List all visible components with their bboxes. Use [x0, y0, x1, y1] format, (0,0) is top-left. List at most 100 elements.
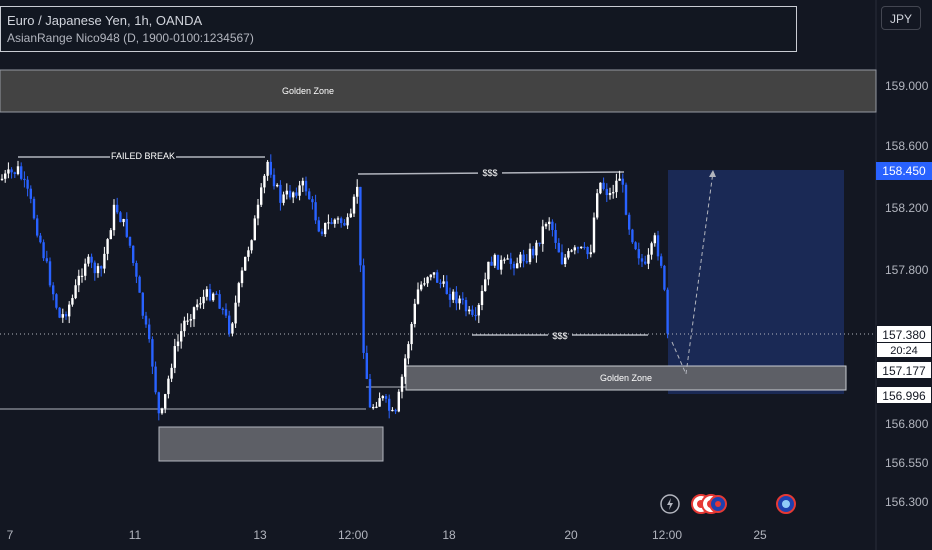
- candle-body: [544, 224, 548, 227]
- candle-body: [567, 251, 570, 258]
- time-tick-label: 12:00: [652, 528, 682, 542]
- price-tick-label: 158.200: [885, 201, 929, 215]
- candle-body: [263, 175, 266, 188]
- candle-body: [461, 298, 464, 301]
- candle-body: [324, 222, 327, 235]
- price-tick-label: 157.800: [885, 263, 929, 277]
- candle-body: [74, 285, 77, 299]
- candle-body: [32, 198, 36, 219]
- candle-body: [253, 218, 256, 241]
- candle-body: [391, 409, 394, 412]
- candle-body: [144, 315, 148, 325]
- candle-body: [442, 281, 445, 284]
- time-tick-label: 12:00: [338, 528, 368, 542]
- candle-body: [487, 261, 490, 280]
- candle-body: [234, 302, 237, 324]
- event-icon[interactable]: [691, 494, 727, 519]
- candle-body: [314, 202, 317, 221]
- candle-body: [176, 341, 180, 347]
- golden-zone-top-label: Golden Zone: [282, 86, 334, 96]
- candle-body: [570, 250, 573, 252]
- candle-body: [71, 298, 74, 305]
- time-tick-label: 13: [253, 528, 267, 542]
- candle-body: [151, 339, 154, 367]
- candle-body: [509, 258, 512, 264]
- candle-body: [468, 309, 471, 312]
- candle-body: [247, 250, 250, 257]
- countdown-tag: 20:24: [876, 342, 932, 358]
- candle-body: [644, 261, 647, 264]
- candle-body: [583, 246, 586, 249]
- candle-body: [596, 193, 599, 218]
- candle-body: [52, 285, 55, 295]
- candle-body: [532, 248, 535, 256]
- candle-body: [548, 221, 551, 225]
- candle-body: [13, 172, 16, 174]
- lightning-icon[interactable]: [660, 494, 680, 519]
- candle-body: [250, 240, 253, 251]
- candle-body: [384, 396, 388, 399]
- candle-body: [276, 184, 279, 187]
- candle-body: [592, 217, 596, 253]
- candle-body: [199, 303, 202, 305]
- symbol-title[interactable]: Euro / Japanese Yen, 1h, OANDA: [7, 13, 203, 28]
- candle-body: [416, 289, 420, 304]
- candle-body: [404, 358, 407, 377]
- candle-body: [288, 190, 292, 198]
- time-tick-label: 7: [7, 528, 14, 542]
- candle-body: [576, 247, 580, 249]
- currency-button[interactable]: JPY: [881, 6, 921, 30]
- candle-body: [506, 258, 509, 260]
- candle-body: [103, 253, 106, 269]
- event-icon[interactable]: [776, 494, 796, 519]
- candle-body: [423, 283, 426, 285]
- candle-body: [256, 204, 260, 219]
- candle-body: [480, 291, 484, 306]
- candle-body: [160, 408, 164, 414]
- candle-body: [362, 265, 365, 353]
- candle-body: [439, 282, 442, 284]
- candle-body: [628, 214, 631, 230]
- target-price-tag: 158.450: [876, 162, 932, 180]
- golden-zone-top-box: [0, 69, 877, 113]
- legend-box: Euro / Japanese Yen, 1h, OANDA AsianRang…: [0, 6, 797, 52]
- candle-body: [132, 245, 135, 264]
- candle-body: [458, 298, 461, 304]
- candle-body: [183, 320, 186, 332]
- candle-body: [586, 246, 589, 255]
- candle-body: [90, 256, 93, 263]
- candle-body: [122, 218, 125, 223]
- candle-body: [218, 294, 221, 309]
- liquidity-bottom-label: $$$: [552, 331, 567, 341]
- candle-body: [666, 289, 669, 334]
- candle-body: [356, 186, 359, 197]
- candle-body: [167, 378, 170, 395]
- candle-body: [618, 178, 621, 181]
- candle-body: [301, 180, 304, 186]
- candle-body: [448, 294, 452, 300]
- candle-body: [87, 256, 90, 264]
- price-tick-label: 159.000: [885, 79, 929, 93]
- candle-body: [189, 319, 192, 321]
- indicator-label[interactable]: AsianRange Nico948 (D, 1900-0100:1234567…: [7, 31, 254, 45]
- candle-body: [77, 275, 80, 286]
- candle-body: [516, 263, 519, 269]
- candle-body: [106, 239, 109, 254]
- candle-body: [192, 307, 196, 320]
- candle-body: [208, 289, 212, 301]
- candle-body: [180, 331, 183, 342]
- candle-body: [164, 394, 167, 409]
- golden-zone-right-box: [405, 365, 847, 391]
- projection-path: [671, 171, 714, 376]
- candle-body: [100, 266, 103, 269]
- candle-body: [93, 262, 96, 274]
- candle-body: [0, 178, 4, 180]
- candle-body: [372, 407, 375, 409]
- candle-body: [365, 352, 368, 379]
- candle-body: [631, 229, 634, 243]
- candle-body: [528, 248, 532, 263]
- candle-body: [538, 242, 541, 244]
- candle-body: [551, 221, 554, 231]
- candle-body: [541, 226, 544, 244]
